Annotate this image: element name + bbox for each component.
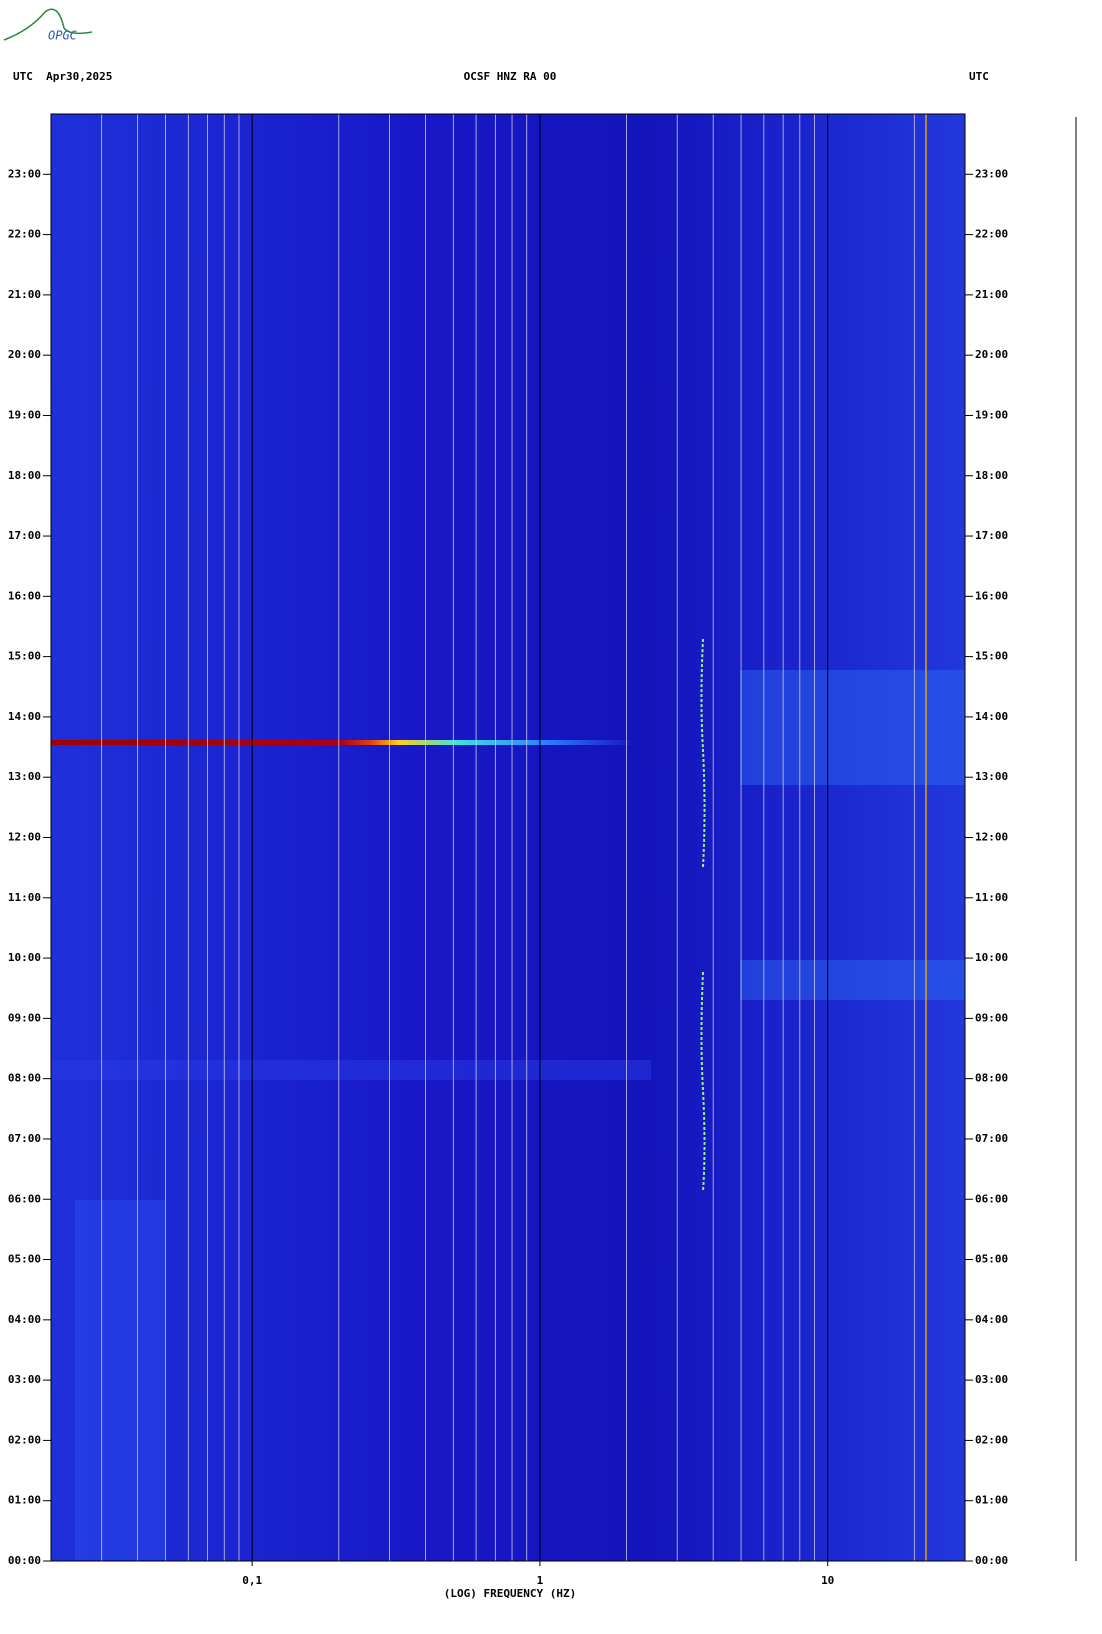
spectrogram-band xyxy=(740,670,965,785)
y-tick-label: 06:00 xyxy=(975,1192,1008,1205)
y-tick-label: 02:00 xyxy=(975,1433,1008,1446)
x-tick-label: 0,1 xyxy=(242,1574,262,1587)
y-tick-label: 11:00 xyxy=(8,891,41,904)
logo-mark xyxy=(3,8,93,41)
y-tick-label: 14:00 xyxy=(975,710,1008,723)
x-axis-label: (LOG) FREQUENCY (HZ) xyxy=(444,1587,576,1600)
y-tick-label: 04:00 xyxy=(8,1313,41,1326)
y-tick-label: 11:00 xyxy=(975,891,1008,904)
x-tick-label: 1 xyxy=(537,1574,544,1587)
y-tick-label: 19:00 xyxy=(975,408,1008,421)
y-tick-label: 13:00 xyxy=(8,770,41,783)
spectrogram-band xyxy=(75,1200,165,1560)
spectrogram xyxy=(51,114,965,1561)
y-tick-label: 17:00 xyxy=(975,529,1008,542)
y-tick-label: 22:00 xyxy=(8,228,41,241)
y-tick-label: 09:00 xyxy=(8,1011,41,1024)
y-tick-label: 21:00 xyxy=(8,288,41,301)
y-tick-label: 17:00 xyxy=(8,529,41,542)
spectrogram-trace xyxy=(700,971,706,1192)
y-tick-label: 19:00 xyxy=(8,408,41,421)
date-label: UTC Apr30,2025 xyxy=(13,70,112,83)
y-tick-label: 23:00 xyxy=(975,167,1008,180)
y-tick-label: 12:00 xyxy=(8,831,41,844)
spectrogram-band xyxy=(51,1060,651,1080)
y-tick-label: 07:00 xyxy=(8,1132,41,1145)
y-tick-label: 18:00 xyxy=(975,469,1008,482)
y-tick-label: 23:00 xyxy=(8,167,41,180)
y-tick-label: 14:00 xyxy=(8,710,41,723)
y-tick-label: 10:00 xyxy=(975,951,1008,964)
y-tick-label: 01:00 xyxy=(975,1494,1008,1507)
y-tick-label: 00:00 xyxy=(975,1554,1008,1567)
y-tick-label: 05:00 xyxy=(975,1253,1008,1266)
y-tick-label: 20:00 xyxy=(975,348,1008,361)
spectrogram-trace xyxy=(700,638,706,868)
y-tick-label: 16:00 xyxy=(8,589,41,602)
logo: OPGC xyxy=(48,29,78,43)
y-tick-label: 08:00 xyxy=(8,1072,41,1085)
y-tick-label: 10:00 xyxy=(8,951,41,964)
spectrogram-burst xyxy=(51,740,631,745)
y-tick-label: 13:00 xyxy=(975,770,1008,783)
y-tick-label: 07:00 xyxy=(975,1132,1008,1145)
y-tick-label: 16:00 xyxy=(975,589,1008,602)
y-tick-label: 20:00 xyxy=(8,348,41,361)
y-tick-label: 22:00 xyxy=(975,228,1008,241)
y-tick-label: 21:00 xyxy=(975,288,1008,301)
y-tick-label: 04:00 xyxy=(975,1313,1008,1326)
y-tick-label: 01:00 xyxy=(8,1494,41,1507)
y-tick-label: 08:00 xyxy=(975,1072,1008,1085)
y-tick-label: 09:00 xyxy=(975,1011,1008,1024)
spectrogram-band xyxy=(740,960,965,1000)
y-tick-label: 03:00 xyxy=(8,1373,41,1386)
y-tick-label: 00:00 xyxy=(8,1554,41,1567)
y-tick-label: 15:00 xyxy=(975,650,1008,663)
y-tick-label: 05:00 xyxy=(8,1253,41,1266)
y-tick-label: 15:00 xyxy=(8,650,41,663)
y-tick-label: 06:00 xyxy=(8,1192,41,1205)
right-label: UTC xyxy=(969,70,989,83)
x-tick-label: 10 xyxy=(821,1574,834,1587)
y-tick-label: 02:00 xyxy=(8,1433,41,1446)
y-tick-label: 18:00 xyxy=(8,469,41,482)
chart-title: OCSF HNZ RA 00 xyxy=(464,70,557,83)
y-tick-label: 12:00 xyxy=(975,831,1008,844)
y-tick-label: 03:00 xyxy=(975,1373,1008,1386)
